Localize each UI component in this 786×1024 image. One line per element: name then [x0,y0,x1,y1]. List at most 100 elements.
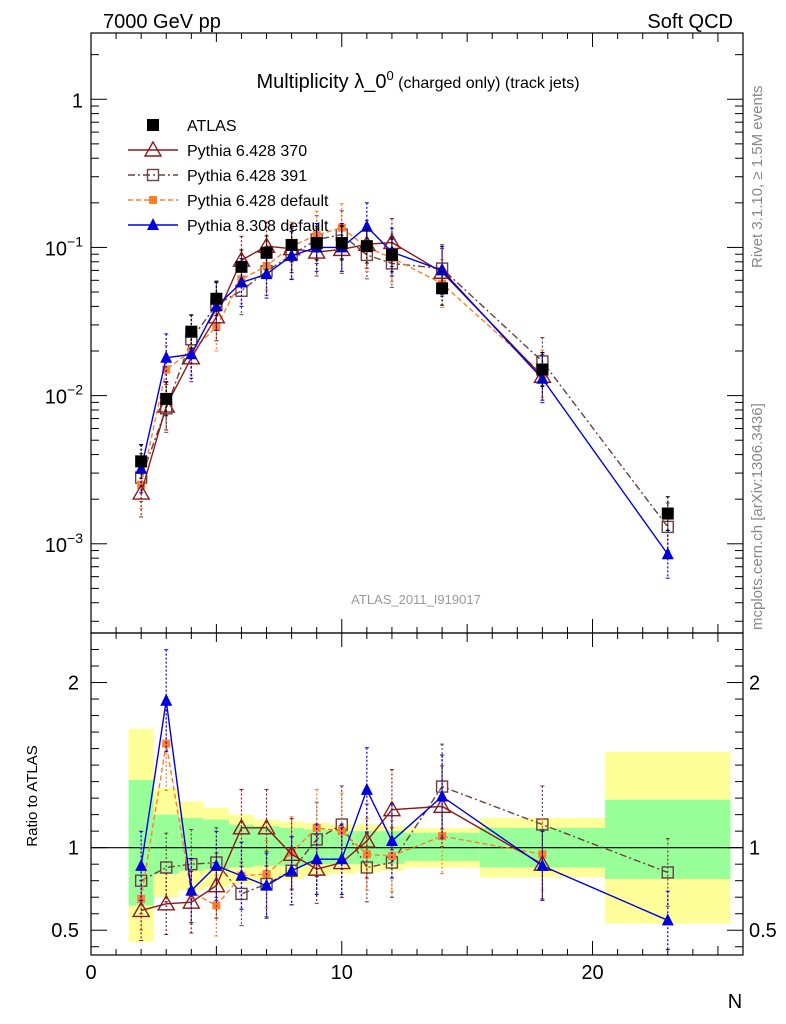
atlas-point [360,240,373,253]
ratio-line-py391 [140,785,669,895]
atlas-point [285,238,298,251]
pydef-point [262,261,271,270]
py370-point [157,396,176,413]
legend-label-py391: Pythia 6.428 391 [187,168,307,185]
py8-point [260,878,273,891]
py370-point [282,844,301,861]
py370-point [143,140,163,157]
ratio-series-py8 [135,649,674,950]
py8-point [260,267,273,280]
x-tick-label: 0 [85,962,96,984]
py8-point [335,852,348,865]
mcplots-side-label: mcplots.cern.ch [arXiv:1306.3436] [749,403,766,630]
py391-point [146,168,160,182]
py370-point [131,901,151,918]
atlas-point [135,455,148,468]
header-right-label: Soft QCD [647,11,733,33]
plot-title-main: Multiplicity λ_0 [256,71,386,93]
legend: ATLAS Pythia 6.428 370 Pythia 6.428 391 Pyt… [128,118,329,235]
py8-point [185,883,198,896]
pydef-point [362,850,371,859]
legend-entry-pydef: Pythia 6.428 default [128,193,329,210]
atlas-point [160,392,173,405]
py8-point [135,461,148,474]
py370-point [157,894,176,911]
legend-label-atlas: ATLAS [187,118,237,135]
plot-title-small: (charged only) (track jets) [394,75,580,92]
ratio-y-tick-label-right: 0.5 [749,920,777,942]
main-series-py391 [134,210,674,552]
py370-point [131,483,151,500]
legend-entry-py8: Pythia 8.308 default [128,218,329,235]
py8-point [160,693,173,706]
py8-point [360,782,373,795]
py370-point [257,818,276,835]
main-line-py8 [140,225,669,555]
x-tick-label: 10 [331,962,353,984]
atlas-point [385,248,398,261]
main-line-py370 [140,241,543,494]
py370-point [357,831,377,848]
py8-point [436,789,449,802]
py8-point [360,219,373,232]
atlas-point [310,237,323,250]
atlas-point [147,119,159,131]
ratio-band-green [153,814,179,875]
pydef-point [137,894,146,903]
py8-point [210,858,223,871]
py8-point [160,350,173,363]
py8-point [185,347,198,360]
atlas-point [436,282,449,295]
ratio-y-tick-label-right: 2 [749,673,760,695]
py8-point [436,263,449,276]
py8-point [285,248,298,261]
rivet-side-label: Rivet 3.1.10, ≥ 1.5M events [749,86,766,269]
x-axis-label: N [728,991,742,1013]
py370-point [307,859,326,876]
ratio-line-py8 [140,700,669,921]
pydef-point [287,848,296,857]
pydef-point [162,365,171,374]
py370-point [232,818,251,835]
legend-label-pydef: Pythia 6.428 default [187,193,329,210]
ratio-y-tick-label-left: 2 [68,673,79,695]
analysis-id-label: ATLAS_2011_I919017 [351,592,481,607]
atlas-point [260,246,273,259]
py8-point [147,218,159,230]
main-series-py8 [135,202,674,579]
pydef-point [337,827,346,836]
py8-point [536,858,549,871]
py8-point [661,547,674,560]
ratio-y-tick-label-left: 1 [68,838,79,860]
header-left-label: 7000 GeV pp [103,11,221,33]
atlas-point [210,292,223,305]
py370-point [382,800,402,817]
main-line-py391 [140,233,669,528]
atlas-point [661,507,674,520]
legend-label-py370: Pythia 6.428 370 [187,143,307,160]
atlas-point [536,363,549,376]
py391-point [661,866,674,879]
py8-point [235,868,248,881]
ratio-y-tick-label-right: 1 [749,838,760,860]
atlas-point [185,325,198,338]
ratio-y-tick-label-left: 0.5 [51,920,79,942]
axes-layer: 0 10 20 10−3 10−2 10−1 1 0.5 0.5 1 1 2 2 [45,32,777,984]
legend-entry-atlas: ATLAS [147,118,237,135]
legend-label-py8: Pythia 8.308 default [187,218,329,235]
main-y-tick-label: 10−1 [45,233,83,260]
py8-point [661,913,674,926]
pydef-point [387,851,396,860]
py370-point [432,262,452,279]
py8-point [310,852,323,865]
main-y-tick-label: 10−3 [45,530,83,557]
x-tick-label: 20 [581,962,603,984]
pydef-point [149,196,157,204]
atlas-point [235,260,248,273]
main-series-atlas [135,225,674,531]
main-y-tick-label: 1 [72,90,83,112]
main-series-group [131,202,674,579]
py391-point [235,887,248,901]
main-y-tick-label: 10−2 [45,382,83,409]
